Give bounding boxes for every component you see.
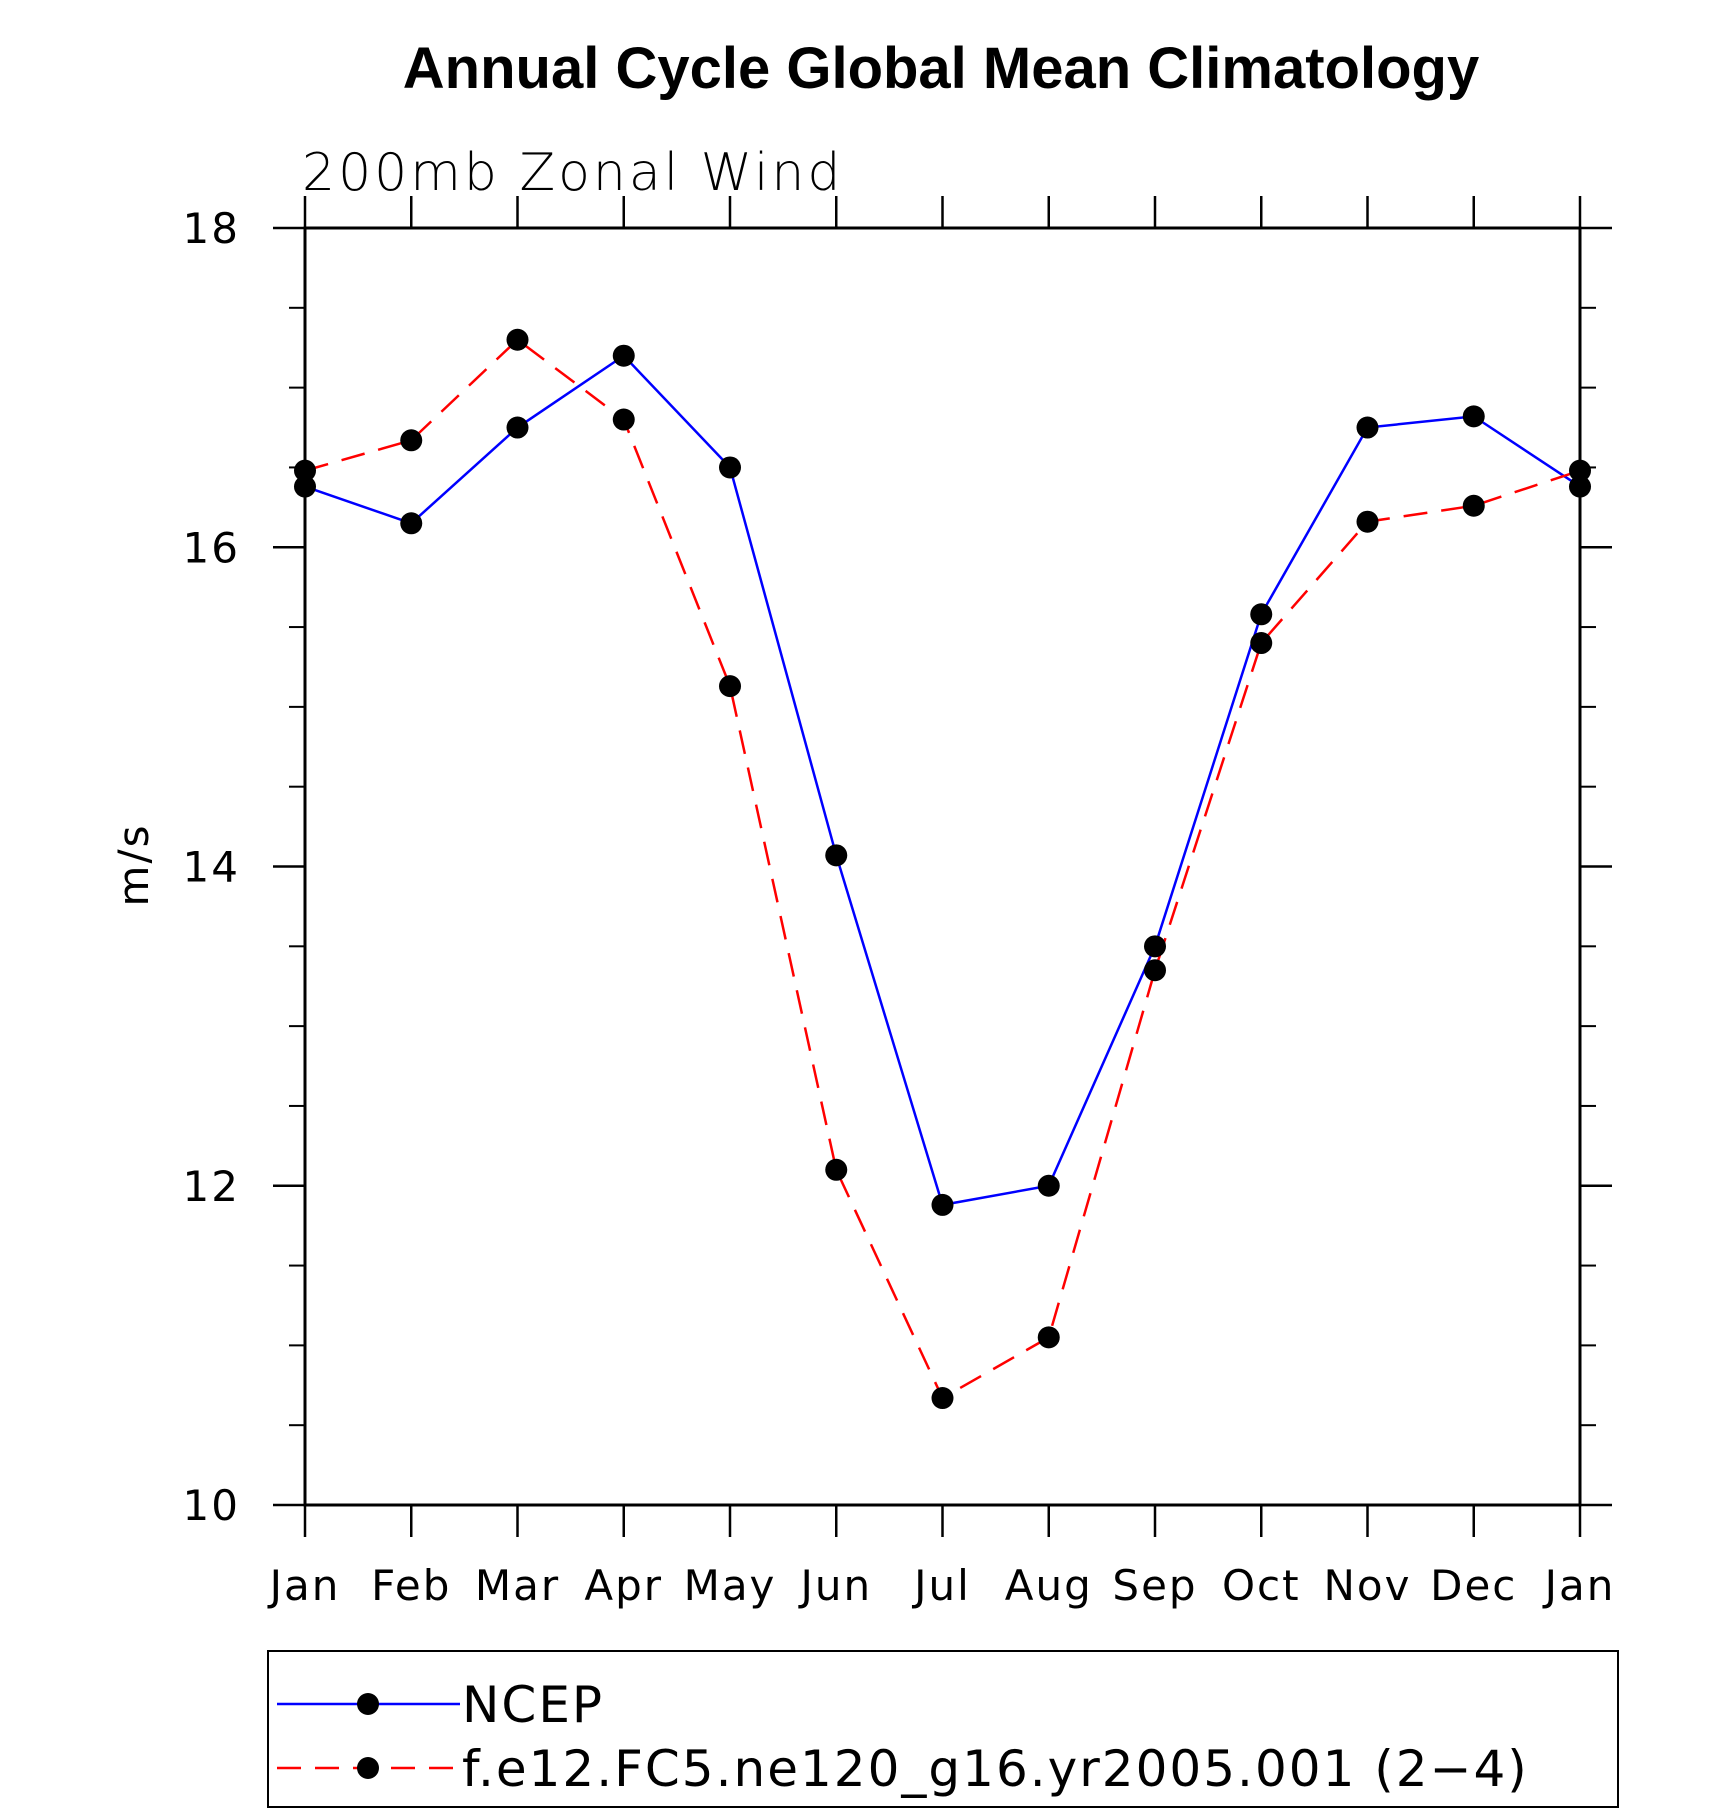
x-tick-label: Nov [1324,1561,1412,1610]
data-point [1250,632,1273,655]
data-point [506,416,529,439]
data-point [400,512,423,535]
data-point [719,456,741,479]
data-point [1356,416,1379,439]
plot-frame [303,226,1582,1507]
legend-label: f.e12.FC5.ne120_g16.yr2005.001 (2−4) [462,1740,1529,1798]
series-line [304,338,1581,1400]
series-1 [304,354,1581,1207]
data-point [719,675,741,698]
series-1-markers [294,344,1591,1216]
series-2 [304,338,1581,1400]
x-tick-label: Jan [267,1561,341,1610]
data-point [1356,510,1379,533]
chart-subtitle: 200mb Zonal Wind [302,143,843,203]
data-point [931,1193,954,1216]
legend-box [267,1650,1619,1808]
data-point [294,459,316,482]
y-tick-label: 16 [183,523,240,572]
series-line [304,354,1581,1207]
data-point [1569,459,1591,482]
y-tick-label: 10 [183,1481,240,1530]
series-layer [294,328,1591,1410]
data-point [1462,494,1485,517]
x-tick-label: Aug [1005,1561,1093,1610]
x-tick-label: Dec [1430,1561,1517,1610]
legend: NCEP f.e12.FC5.ne120_g16.yr2005.001 (2−4) [267,1650,1619,1808]
y-tick-label: 18 [183,204,240,253]
legend-item: NCEP [277,1676,604,1734]
data-point [825,1158,848,1181]
legend-item: f.e12.FC5.ne120_g16.yr2005.001 (2−4) [277,1740,1529,1798]
data-point [294,475,316,498]
data-point [1250,603,1273,626]
y-axis-ticks: 10 12 14 16 18 [183,204,1612,1530]
series-2-markers [294,328,1591,1410]
data-point [1569,475,1591,498]
x-tick-label: Apr [584,1561,663,1610]
data-point [1462,405,1485,428]
x-tick-label: Feb [371,1561,451,1610]
y-tick-label: 12 [183,1162,240,1211]
data-point [825,844,848,867]
x-axis-ticks: Jan Feb Mar Apr May Jun Jul Aug Sep Oct Nov Dec Jan [267,196,1616,1610]
y-axis-label: m/s [109,824,158,907]
data-point [612,344,635,367]
data-point [1144,959,1166,982]
x-tick-label: Jun [797,1561,872,1610]
chart-title: Annual Cycle Global Mean Climatology [403,36,1479,101]
x-tick-label: Jul [911,1561,971,1610]
legend-marker [357,1693,379,1715]
data-point [400,429,423,452]
data-point [1037,1326,1060,1349]
data-point [612,408,635,431]
legend-label: NCEP [462,1676,604,1734]
x-tick-label: May [684,1561,777,1610]
data-point [1037,1174,1060,1197]
y-tick-label: 14 [183,843,240,892]
x-tick-label: Oct [1222,1561,1301,1610]
x-tick-label: Mar [475,1561,560,1610]
x-tick-label: Sep [1112,1561,1197,1610]
x-tick-label: Jan [1542,1561,1616,1610]
legend-marker [357,1757,379,1779]
data-point [931,1387,954,1410]
data-point [1144,935,1166,958]
data-point [506,328,529,351]
plot-border [303,226,1582,1507]
